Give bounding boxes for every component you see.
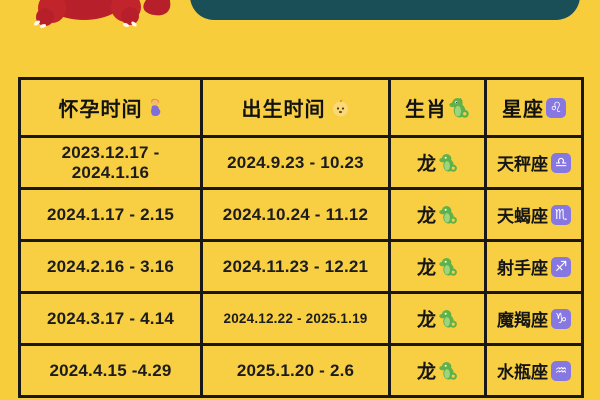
- birth-time-label: 出生时间: [241, 99, 326, 121]
- zodiac-value: 龙: [416, 206, 436, 227]
- leo-badge-icon: ♌: [546, 97, 566, 118]
- pregnancy-period: 2024.2.16 - 3.16: [46, 256, 175, 276]
- table-row: 2024.2.16 - 3.16 2024.11.23 - 12.21 龙 射手…: [18, 239, 584, 294]
- sagittarius-badge-icon: ♐: [551, 256, 571, 277]
- baby-face-icon: [331, 98, 350, 117]
- green-dragon-icon: [439, 153, 458, 172]
- header-zodiac: 生肖: [388, 77, 487, 138]
- zodiac-value: 龙: [416, 362, 436, 383]
- capricorn-badge-icon: ♑: [551, 308, 571, 329]
- birth-period: 2024.11.23 - 12.21: [222, 256, 369, 276]
- pregnancy-time-label: 怀孕时间: [58, 99, 143, 121]
- table-row: 2023.12.17 - 2024.1.16 2024.9.23 - 10.23…: [18, 135, 584, 190]
- header-birth-time: 出生时间: [200, 77, 391, 138]
- header-star-sign: 星座 ♌: [484, 77, 584, 138]
- birth-period: 2024.9.23 - 10.23: [227, 152, 364, 172]
- pregnancy-period: 2024.3.17 - 4.14: [46, 308, 175, 328]
- scorpio-badge-icon: ♏: [551, 204, 571, 225]
- zodiac-label: 生肖: [405, 99, 447, 121]
- red-dragon-figure: [33, 0, 171, 28]
- zodiac-value: 龙: [416, 310, 436, 331]
- green-dragon-icon: [439, 361, 458, 380]
- pregnancy-period: 2024.1.17 - 2.15: [46, 204, 175, 224]
- star-sign-value: 水瓶座: [497, 363, 548, 382]
- zodiac-table: 怀孕时间 出生时间: [18, 77, 584, 398]
- star-sign-value: 天蝎座: [497, 207, 548, 226]
- zodiac-value: 龙: [416, 154, 436, 175]
- pregnancy-period: 2024.4.15 -4.29: [49, 360, 172, 380]
- pregnancy-period: 2023.12.17 - 2024.1.16: [61, 142, 160, 182]
- star-sign-value: 魔羯座: [497, 311, 548, 330]
- aquarius-badge-icon: ♒: [551, 360, 571, 381]
- birth-period: 2024.10.24 - 11.12: [222, 204, 369, 224]
- star-sign-value: 射手座: [497, 259, 548, 278]
- header-row: 怀孕时间 出生时间: [18, 77, 584, 138]
- table-row: 2024.3.17 - 4.14 2024.12.22 - 2025.1.19 …: [18, 291, 584, 346]
- birth-period: 2025.1.20 - 2.6: [236, 360, 355, 380]
- pregnant-woman-icon: [148, 98, 163, 117]
- zodiac-value: 龙: [416, 258, 436, 279]
- table-row: 2024.4.15 -4.29 2025.1.20 - 2.6 龙 水瓶座 ♒: [18, 343, 584, 398]
- star-sign-value: 天秤座: [497, 155, 548, 174]
- libra-badge-icon: ♎: [551, 152, 571, 173]
- green-dragon-icon: [439, 309, 458, 328]
- green-dragon-icon: [449, 97, 470, 118]
- table-row: 2024.1.17 - 2.15 2024.10.24 - 11.12 龙 天蝎…: [18, 187, 584, 242]
- header-pregnancy-time: 怀孕时间: [18, 77, 203, 138]
- birth-period: 2024.12.22 - 2025.1.19: [223, 310, 368, 326]
- green-dragon-icon: [439, 205, 458, 224]
- green-dragon-icon: [439, 257, 458, 276]
- star-sign-label: 星座: [502, 99, 544, 121]
- teal-banner: [190, 0, 580, 20]
